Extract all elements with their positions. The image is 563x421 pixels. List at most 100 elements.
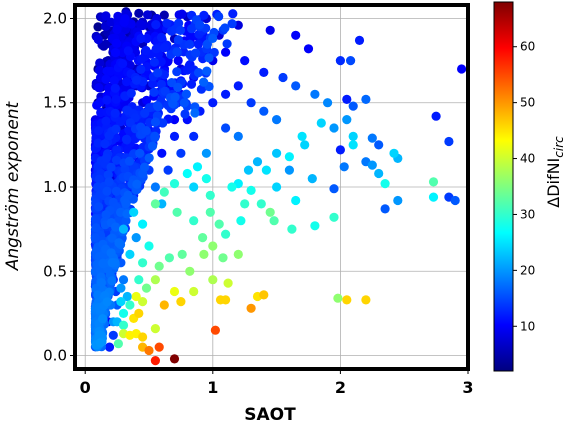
data-point [94,174,104,184]
data-point [104,177,114,187]
data-point [221,295,231,305]
data-point [208,98,218,108]
data-point [339,162,349,172]
data-point [348,140,358,150]
data-point [374,168,384,179]
data-point [149,57,159,67]
data-point [265,207,275,217]
data-point [444,136,454,147]
data-point [135,19,146,29]
data-point [159,43,170,53]
data-point [233,81,243,91]
data-point [101,153,112,163]
data-point [181,89,191,99]
data-point [199,77,209,87]
data-point [291,81,301,91]
data-point [150,199,160,209]
x-tick-label: 3 [462,378,473,397]
data-point [342,295,352,305]
data-point [114,238,124,248]
data-point [129,207,139,217]
data-point [159,187,169,197]
data-point [151,20,161,30]
data-point [180,109,190,119]
data-point [291,30,301,40]
data-point [367,133,377,143]
data-point [94,83,104,93]
data-point [148,78,158,89]
data-point [118,275,129,285]
data-point [140,162,150,172]
data-point [450,195,460,206]
data-point [329,212,339,222]
data-point [101,11,111,21]
data-point [177,249,187,259]
data-point [121,199,131,209]
data-point [95,338,105,348]
data-point [112,38,122,49]
data-point [101,74,111,84]
data-point [173,82,183,92]
data-point [138,258,148,268]
data-point [144,345,154,356]
data-point [141,126,151,136]
data-point [323,98,333,108]
data-point [122,77,132,87]
colorbar-tick-label: 30 [520,207,535,221]
data-point [102,186,112,196]
data-point [361,94,371,104]
data-point [192,162,203,172]
data-point [176,148,186,158]
data-point [259,67,269,77]
data-point [163,57,173,67]
data-point [214,219,224,229]
data-point [93,34,103,45]
y-tick-label: 1.5 [43,94,67,112]
data-point [150,182,160,192]
data-point [144,241,154,251]
data-point [189,182,199,192]
data-point [346,56,356,66]
data-point [186,79,197,89]
data-point [106,66,116,76]
data-point [136,54,146,64]
data-point [121,216,131,226]
colorbar-tick-label: 50 [520,96,535,110]
x-tick-label: 2 [335,378,346,397]
data-point [194,68,204,78]
data-point [138,219,148,229]
data-point [110,48,121,58]
data-point [173,35,183,45]
data-point [287,224,297,234]
y-axis-ticks: 0.0 0.5 1.0 1.5 2.0 [43,9,75,365]
data-point [240,199,250,209]
data-point [141,45,151,56]
data-point [131,75,142,85]
data-point [112,24,122,35]
data-point [94,202,104,212]
data-point [102,297,112,307]
data-point [150,324,160,334]
data-point [132,179,142,189]
data-point [205,190,215,200]
data-point [228,9,238,19]
colorbar [493,1,514,372]
data-point [149,87,159,97]
data-point [156,57,166,67]
data-point [227,182,237,192]
data-point [154,342,164,352]
data-point [94,65,105,75]
data-point [112,145,122,155]
colorbar-tick-label: 60 [520,40,535,54]
data-point [374,140,384,150]
data-point [122,291,132,302]
y-axis-label: Angström exponent [3,100,23,271]
data-point [201,148,211,158]
data-point [110,108,120,118]
data-point [172,67,182,77]
data-point [179,98,189,108]
data-point [111,94,121,104]
data-point [175,25,186,35]
data-point [307,174,317,184]
data-point [118,320,129,330]
